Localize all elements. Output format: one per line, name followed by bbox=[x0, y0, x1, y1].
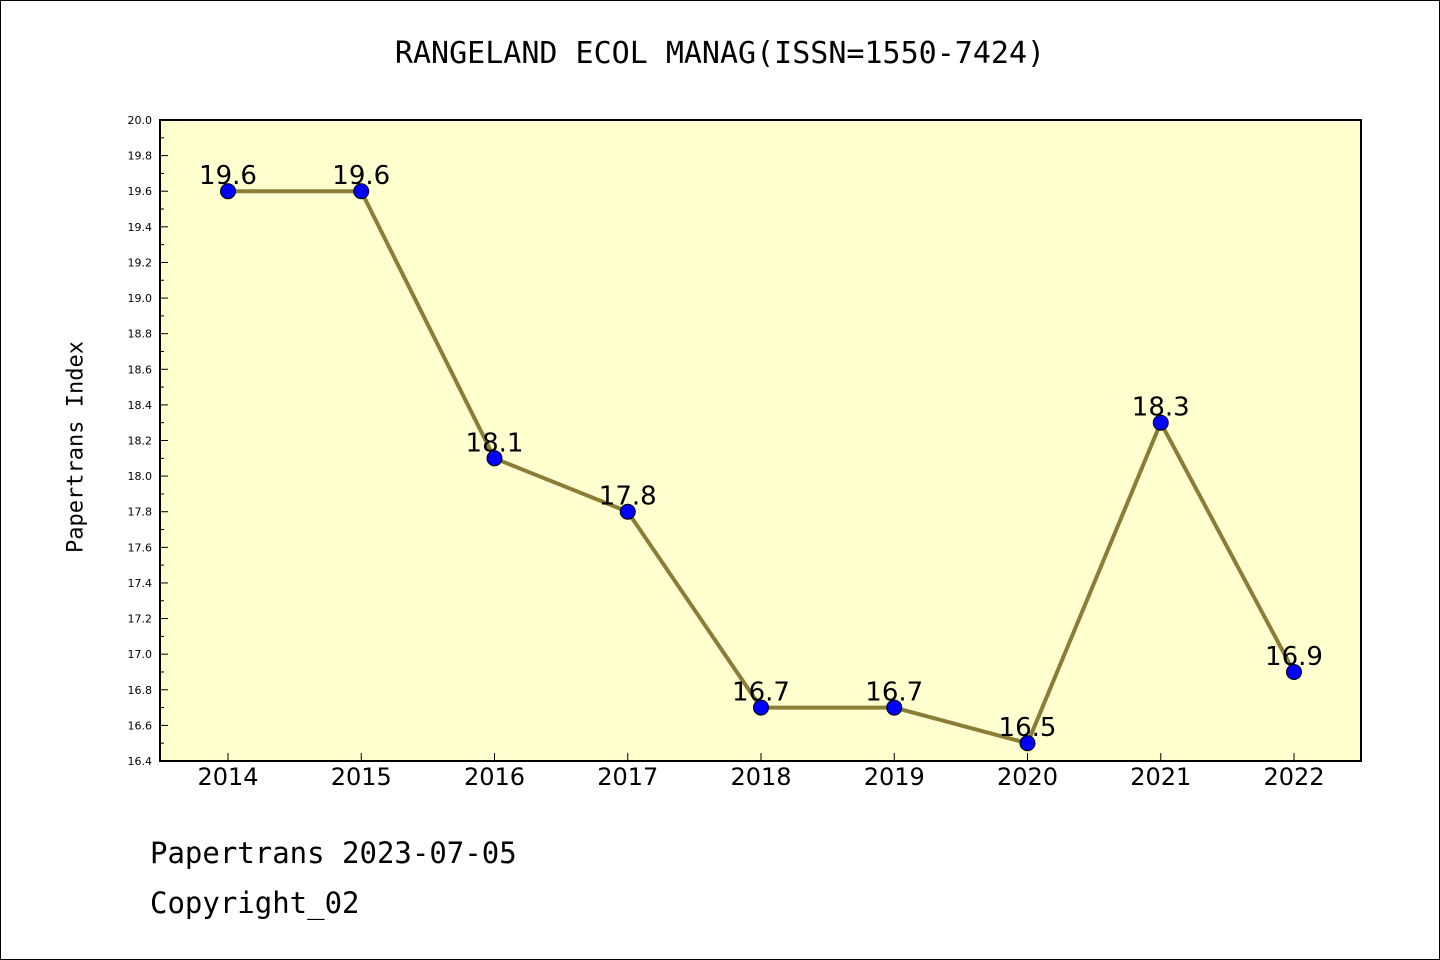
data-label: 18.3 bbox=[1132, 393, 1190, 423]
x-tick-label: 2021 bbox=[1130, 763, 1191, 791]
y-tick-label: 19.4 bbox=[128, 221, 153, 234]
x-tick-label: 2017 bbox=[597, 763, 658, 791]
x-tick-label: 2018 bbox=[730, 763, 791, 791]
y-tick-label: 16.8 bbox=[128, 684, 153, 697]
data-point bbox=[1286, 663, 1302, 680]
y-tick-label: 19.6 bbox=[128, 185, 153, 198]
plot-area bbox=[159, 119, 1362, 762]
y-tick-label: 18.4 bbox=[128, 399, 153, 412]
data-label: 16.9 bbox=[1265, 642, 1323, 672]
x-tick-label: 2016 bbox=[464, 763, 525, 791]
y-tick-label: 17.8 bbox=[128, 506, 153, 519]
x-tick-label: 2014 bbox=[197, 763, 258, 791]
y-tick-label: 17.0 bbox=[128, 648, 153, 661]
footer-copyright: Copyright_02 bbox=[150, 886, 360, 920]
chart-title: RANGELAND ECOL MANAG(ISSN=1550-7424) bbox=[394, 36, 1046, 71]
data-point bbox=[1152, 414, 1169, 431]
y-tick-label: 18.8 bbox=[128, 328, 153, 341]
y-tick-label: 18.2 bbox=[128, 435, 153, 448]
y-tick-label: 17.2 bbox=[128, 613, 153, 626]
x-tick-label: 2022 bbox=[1263, 763, 1324, 791]
y-tick-label: 20.0 bbox=[128, 114, 153, 127]
data-label: 16.7 bbox=[865, 678, 923, 708]
x-axis-ticks: 2014 2015 2016 2017 2018 2019 2020 2021 2022 bbox=[197, 753, 1325, 791]
footer-date: Papertrans 2023-07-05 bbox=[150, 836, 517, 870]
data-point bbox=[353, 183, 370, 200]
y-tick-label: 19.0 bbox=[128, 292, 153, 305]
data-labels: 19.6 19.6 18.1 17.8 16.7 16.7 16.5 18.3 16.9 bbox=[199, 161, 1323, 743]
data-point bbox=[886, 699, 903, 716]
data-label: 18.1 bbox=[466, 428, 524, 458]
data-points bbox=[220, 183, 1302, 752]
x-tick-label: 2020 bbox=[997, 763, 1058, 791]
data-point bbox=[1019, 735, 1036, 752]
y-tick-label: 17.4 bbox=[128, 577, 153, 590]
y-tick-label: 18.6 bbox=[128, 363, 153, 376]
data-label: 17.8 bbox=[599, 482, 657, 512]
data-label: 16.5 bbox=[999, 713, 1057, 743]
y-tick-label: 19.2 bbox=[128, 256, 153, 269]
data-point bbox=[486, 450, 503, 467]
data-label: 19.6 bbox=[199, 161, 257, 191]
data-label: 16.7 bbox=[732, 678, 790, 708]
data-label: 19.6 bbox=[332, 161, 390, 191]
x-tick-label: 2015 bbox=[331, 763, 392, 791]
y-tick-label: 18.0 bbox=[128, 470, 153, 483]
data-point bbox=[619, 503, 636, 520]
y-axis-ticks: 16.4 16.6 16.8 17.0 17.2 17.4 17.6 17.8 18.0 18.2… bbox=[128, 114, 168, 768]
y-tick-label: 19.8 bbox=[128, 150, 153, 163]
y-tick-label: 16.6 bbox=[128, 719, 153, 732]
data-point bbox=[220, 183, 236, 200]
data-point bbox=[753, 699, 769, 716]
y-tick-label: 16.4 bbox=[128, 755, 153, 768]
x-tick-label: 2019 bbox=[864, 763, 925, 791]
y-tick-label: 17.6 bbox=[128, 541, 153, 554]
